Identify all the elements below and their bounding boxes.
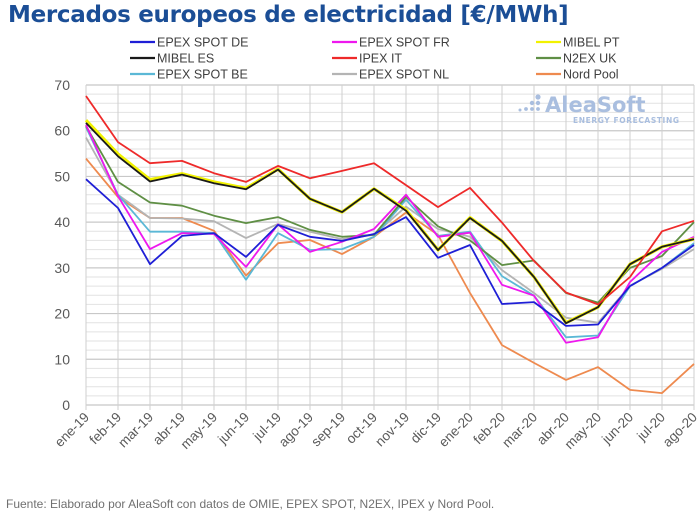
series-line: [85, 125, 695, 304]
y-tick-label: 0: [62, 397, 70, 413]
series-line: [85, 158, 695, 395]
y-axis: 0 10 20 30 40 50 60 70: [54, 77, 70, 413]
watermark-tagline: ENERGY FORECASTING: [573, 116, 680, 125]
x-tick-label: mar-19: [115, 410, 156, 451]
y-tick-label: 40: [54, 214, 70, 230]
x-tick-label: may-20: [562, 410, 604, 452]
legend-item: EPEX SPOT BE: [130, 68, 248, 82]
series-epex-spot-de: [85, 178, 695, 327]
legend-item: MIBEL PT: [536, 36, 620, 50]
x-tick-label: may-19: [178, 410, 220, 452]
legend-label: MIBEL ES: [157, 52, 214, 66]
grid: [85, 84, 695, 410]
series-mibel-es: [85, 122, 695, 325]
legend-label: Nord Pool: [563, 68, 619, 82]
x-tick-label: ene-20: [436, 410, 476, 450]
series-line: [85, 178, 695, 327]
series-line: [85, 95, 695, 306]
series-ipex-it: [85, 95, 695, 306]
y-tick-label: 30: [54, 260, 70, 276]
legend-label: EPEX SPOT BE: [157, 68, 248, 82]
series-lines: [84, 95, 695, 395]
legend-item: EPEX SPOT NL: [332, 68, 449, 82]
x-tick-label: nov-19: [372, 410, 412, 450]
legend-label: IPEX IT: [359, 52, 402, 66]
series-epex-spot-fr: [85, 124, 695, 344]
x-tick-label: ene-19: [52, 410, 92, 450]
series-n2ex-uk: [85, 125, 695, 304]
x-tick-label: ago-19: [276, 410, 316, 450]
y-tick-label: 60: [54, 123, 70, 139]
y-tick-label: 10: [54, 351, 70, 367]
legend-label: N2EX UK: [563, 52, 617, 66]
legend-item: N2EX UK: [536, 52, 617, 66]
series-line: [85, 126, 695, 339]
series-line: [85, 122, 695, 325]
legend-label: MIBEL PT: [563, 36, 620, 50]
x-tick-label: sep-19: [308, 410, 348, 450]
legend-item: EPEX SPOT FR: [332, 36, 450, 50]
y-tick-label: 20: [54, 306, 70, 322]
legend-item: EPEX SPOT DE: [130, 36, 248, 50]
x-tick-label: jun-19: [214, 410, 252, 448]
legend-label: EPEX SPOT DE: [157, 36, 248, 50]
aleasoft-watermark: AleaSoft ENERGY FORECASTING: [518, 93, 680, 125]
series-nord-pool: [85, 158, 695, 395]
legend-label: EPEX SPOT NL: [359, 68, 449, 82]
legend-item: IPEX IT: [332, 52, 402, 66]
x-tick-label: jun-20: [598, 410, 636, 448]
y-tick-label: 70: [54, 77, 70, 93]
legend: EPEX SPOT DE EPEX SPOT FR MIBEL PT MIBEL ES…: [130, 36, 620, 82]
series-line: [85, 124, 695, 344]
watermark-brand: AleaSoft: [545, 93, 646, 117]
aleasoft-logo-icon: [518, 94, 541, 112]
chart-title: Mercados europeos de electricidad [€/MWh…: [8, 2, 569, 28]
x-tick-label: ago-20: [660, 410, 697, 450]
x-tick-label: mar-20: [499, 410, 540, 451]
legend-item: Nord Pool: [536, 68, 619, 82]
legend-label: EPEX SPOT FR: [359, 36, 450, 50]
x-axis: ene-19feb-19mar-19abr-19may-19jun-19jul-…: [52, 410, 697, 452]
y-tick-label: 50: [54, 168, 70, 184]
series-line: [85, 137, 695, 324]
source-footer: Fuente: Elaborado por AleaSoft con datos…: [6, 497, 495, 511]
legend-item: MIBEL ES: [130, 52, 214, 66]
